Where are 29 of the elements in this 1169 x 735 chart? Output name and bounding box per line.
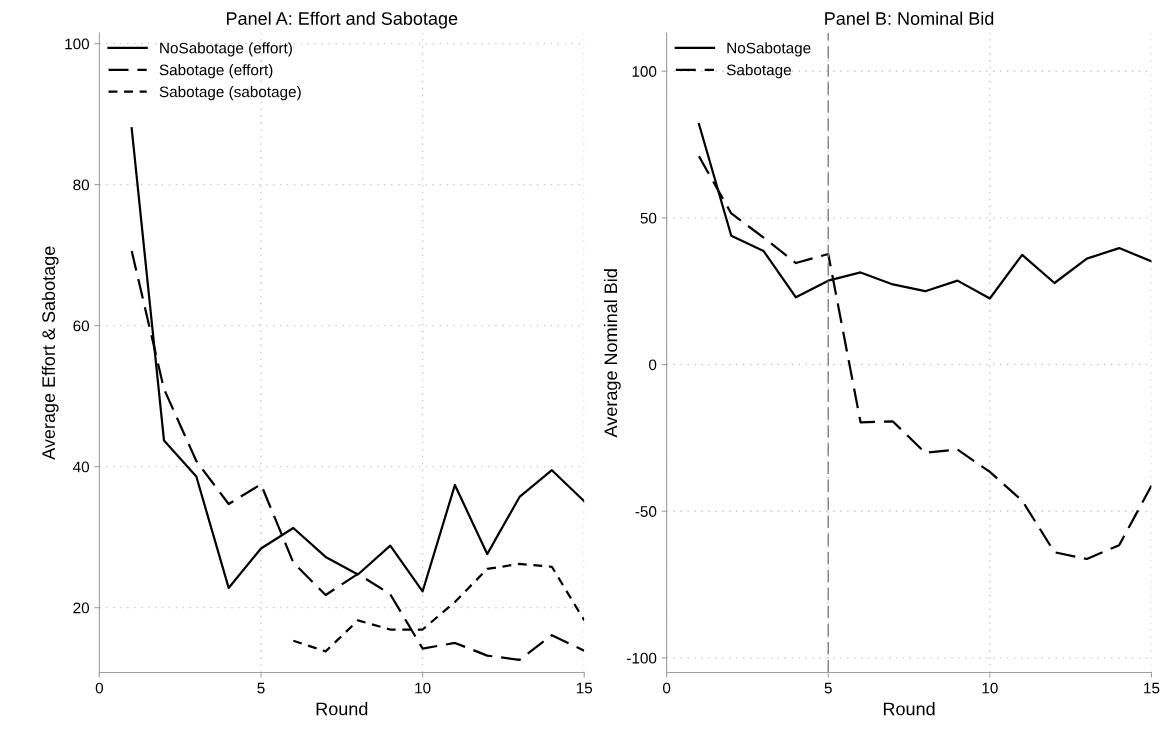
x-tick-label: 0 xyxy=(95,682,104,694)
legend-label: Sabotage (effort) xyxy=(159,64,273,79)
y-tick-label: 40 xyxy=(73,461,90,473)
legend-label: Sabotage xyxy=(726,64,791,79)
y-tick-label: 100 xyxy=(65,38,90,50)
x-tick-label: 10 xyxy=(415,682,431,694)
x-axis-title: Round xyxy=(316,702,368,716)
y-tick-label: 0 xyxy=(649,359,657,371)
y-tick-label: 60 xyxy=(73,320,90,332)
y-tick-label: 50 xyxy=(640,212,657,224)
x-tick-label: 0 xyxy=(662,682,671,694)
legend-label: Sabotage (sabotage) xyxy=(159,86,301,101)
y-tick-label: 20 xyxy=(73,602,90,614)
x-tick-label: 15 xyxy=(1144,682,1160,694)
y-axis-title: Average Effort & Sabotage xyxy=(41,246,59,460)
y-tick-label: 100 xyxy=(632,66,657,77)
chart-title: Panel A: Effort and Sabotage xyxy=(226,11,458,29)
y-tick-label: -100 xyxy=(627,652,657,664)
x-tick-label: 15 xyxy=(576,682,593,694)
y-axis-title: Average Nominal Bid xyxy=(603,269,621,438)
legend-label: NoSabotage xyxy=(727,42,811,57)
x-tick-label: 10 xyxy=(982,682,998,694)
y-tick-label: 80 xyxy=(73,179,90,191)
chart-title: Panel B: Nominal Bid xyxy=(825,11,994,25)
x-tick-label: 5 xyxy=(824,682,832,694)
y-tick-label: -50 xyxy=(635,506,657,517)
legend-label: NoSabotage (effort) xyxy=(160,42,292,57)
x-axis-title: Round xyxy=(883,702,935,716)
x-tick-label: 5 xyxy=(257,682,265,694)
